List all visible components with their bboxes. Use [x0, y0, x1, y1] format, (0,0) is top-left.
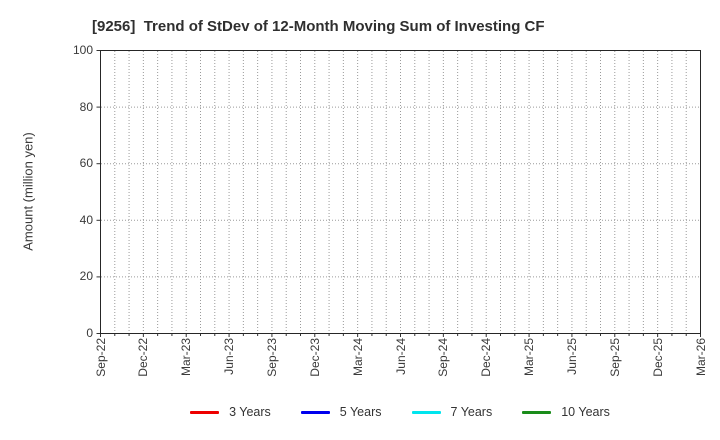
x-tick-label: Mar-26	[693, 337, 708, 376]
x-tick-label: Sep-24	[436, 337, 451, 377]
legend-item-3-years: 3 Years	[190, 405, 271, 419]
legend-label: 10 Years	[561, 405, 610, 419]
legend-swatch	[411, 410, 441, 414]
x-tick-label: Jun-25	[564, 337, 579, 375]
x-tick-label: Sep-23	[264, 337, 279, 377]
axis-frame	[100, 50, 701, 334]
x-tick-label: Mar-24	[350, 337, 365, 376]
x-tick-label: Jun-23	[222, 337, 237, 375]
x-tick-label: Dec-25	[650, 337, 665, 377]
x-tick-label: Dec-24	[479, 337, 494, 377]
legend-swatch	[300, 410, 330, 414]
x-tick-label: Sep-22	[93, 337, 108, 377]
x-tick-label: Dec-23	[307, 337, 322, 377]
x-tick-label: Mar-25	[522, 337, 537, 376]
y-tick-label: 80	[79, 99, 93, 114]
legend-label: 3 Years	[229, 405, 271, 419]
y-tick-label: 20	[79, 269, 93, 284]
legend-label: 5 Years	[339, 405, 382, 419]
legend-item-7-years: 7 Years	[411, 405, 493, 419]
x-tick-label: Dec-22	[136, 337, 151, 377]
legend-label: 7 Years	[450, 405, 493, 419]
legend-swatch	[522, 410, 552, 414]
x-tick-label: Sep-25	[607, 337, 622, 377]
x-tick-label: Jun-24	[393, 337, 408, 375]
legend: 3 Years 5 Years 7 Years 10 Years	[100, 403, 700, 421]
legend-swatch	[190, 410, 220, 414]
x-tick-label: Mar-23	[179, 337, 194, 376]
y-tick-label: 0	[86, 326, 93, 340]
legend-item-10-years: 10 Years	[522, 405, 610, 419]
chart-title: [9256] Trend of StDev of 12-Month Moving…	[92, 18, 545, 35]
y-tick-label: 40	[79, 212, 93, 227]
y-tick-label: 100	[72, 43, 93, 57]
y-tick-label: 60	[79, 156, 93, 171]
legend-item-5-years: 5 Years	[300, 405, 382, 419]
